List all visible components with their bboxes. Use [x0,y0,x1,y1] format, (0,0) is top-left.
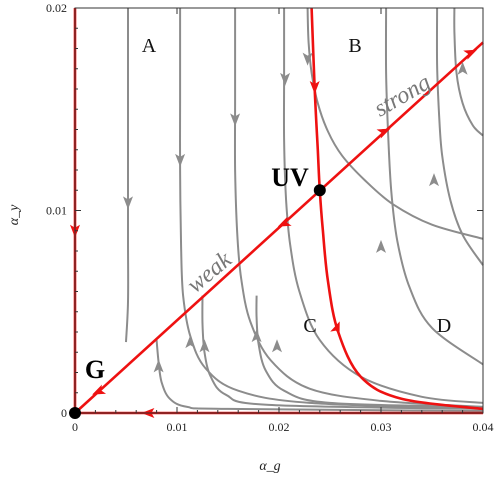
streamline-7 [255,295,484,408]
x-axis-label: α_g [259,459,280,474]
streamline-3 [233,8,484,408]
flow-arrow-gray-9 [272,339,282,353]
flow-arrow-gray-5 [153,359,164,373]
separatrix-diagonal [74,41,484,414]
flow-arrow-gray-6 [185,335,196,349]
separatrices-group [73,7,484,415]
flow-arrow-red-8 [330,321,340,336]
fixed-point-g [69,407,81,419]
streamline-9 [435,7,484,266]
flow-arrow-red-6 [463,49,478,60]
fixed-points-group [69,184,326,419]
flow-arrow-red-7 [309,81,320,94]
fixed-point-label-uv: UV [271,163,309,192]
flow-arrow-gray-2 [175,153,186,167]
fixed-point-label-g: G [85,355,105,384]
flow-arrow-red-4 [277,216,292,227]
streamline-4 [282,8,484,404]
region-label-d: D [437,315,451,337]
x-tick-label: 0 [72,420,78,434]
region-label-a: A [142,35,157,57]
flow-arrows-group [70,49,478,418]
streamlines-group [125,7,484,412]
streamline-10 [453,7,484,137]
streamline-6 [201,295,484,410]
x-tick-label: 0.02 [269,420,290,434]
streamline-1 [125,7,130,343]
streamline-2 [179,7,484,410]
axis-ticks-group: 0 0.01 0.02 0.03 0.04 0 0.01 0.02 [46,1,494,434]
x-tick-label: 0.01 [167,420,188,434]
streamline-8 [384,7,484,366]
y-tick-label: 0.02 [46,1,67,15]
flow-arrow-gray-13 [302,52,313,66]
y-axis-label: α_y [7,204,22,225]
flow-arrow-gray-1 [123,196,133,210]
y-tick-label: 0 [61,406,67,420]
region-label-c: C [303,315,316,337]
flow-arrow-gray-4 [280,72,291,86]
plot-frame [74,7,484,414]
region-label-b: B [348,35,361,57]
fixed-point-uv [313,184,326,197]
y-tick-label: 0.01 [46,204,67,218]
x-tick-label: 0.04 [473,420,494,434]
flow-arrow-red-3 [92,384,107,395]
streamline-5 [155,340,484,412]
flow-arrow-gray-7 [199,339,210,353]
flow-arrow-gray-11 [429,173,439,187]
flow-arrow-gray-10 [376,239,386,253]
flow-arrow-red-5 [376,128,391,139]
separatrix-curve [310,7,484,411]
flow-arrow-gray-12 [457,61,468,75]
x-tick-label: 0.03 [371,420,392,434]
flow-arrow-gray-3 [230,113,241,127]
flow-arrow-gray-8 [251,329,262,343]
